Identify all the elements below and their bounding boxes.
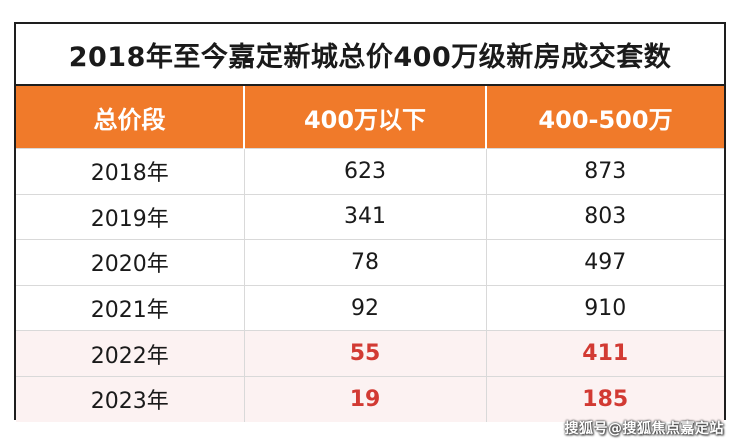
row-year: 2022年 [16,330,245,377]
cell-under-400: 55 [244,330,487,377]
table-row: 2019年 341 803 [16,193,724,240]
row-year: 2020年 [16,239,245,286]
cell-under-400: 78 [244,239,487,286]
table-card: 2018年至今嘉定新城总价400万级新房成交套数 总价段 400万以下 400-… [14,22,726,422]
cell-400-500: 497 [486,239,724,286]
cell-under-400: 623 [244,148,487,195]
cell-400-500: 803 [486,193,724,240]
table-row: 2020年 78 497 [16,239,724,286]
row-year: 2018年 [16,148,245,195]
sales-table: 总价段 400万以下 400-500万 2018年 623 873 2019年 … [16,86,724,422]
watermark: 搜狐号@搜狐焦点嘉定站 [564,421,724,437]
cell-under-400: 92 [244,284,487,331]
cell-400-500: 873 [486,148,724,195]
row-year: 2019年 [16,193,245,240]
table-title: 2018年至今嘉定新城总价400万级新房成交套数 [16,24,724,86]
cell-under-400: 19 [244,375,487,422]
row-year: 2021年 [16,284,245,331]
table-row-highlight: 2023年 19 185 [16,375,724,422]
table-row-highlight: 2022年 55 411 [16,330,724,377]
row-year: 2023年 [16,375,245,422]
header-400-500: 400-500万 [486,86,724,149]
table-row: 2018年 623 873 [16,148,724,195]
cell-400-500: 185 [486,375,724,422]
header-price-range: 总价段 [16,86,245,149]
cell-under-400: 341 [244,193,487,240]
table-row: 2021年 92 910 [16,284,724,331]
cell-400-500: 910 [486,284,724,331]
header-row: 总价段 400万以下 400-500万 [16,86,724,149]
cell-400-500: 411 [486,330,724,377]
header-under-400: 400万以下 [244,86,487,149]
